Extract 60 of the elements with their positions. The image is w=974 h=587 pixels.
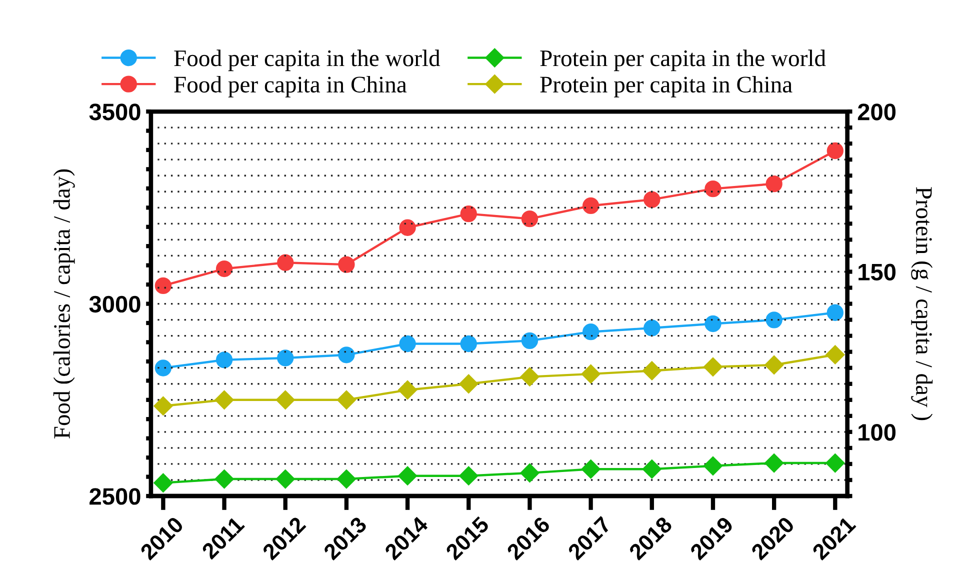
point [764, 355, 784, 375]
legend-label: Food per capita in the world [174, 50, 440, 72]
point [154, 473, 173, 492]
point [460, 335, 477, 352]
legend-label: Food per capita in China [174, 76, 407, 98]
point [581, 460, 600, 479]
point [766, 312, 782, 328]
legend-label: Protein per capita in the world [540, 50, 826, 72]
point [582, 324, 600, 340]
point [214, 470, 234, 489]
point [398, 380, 418, 400]
y-tick-label: 3500 [89, 104, 140, 120]
point [154, 396, 173, 416]
point [582, 197, 600, 214]
point [642, 361, 662, 380]
point [214, 390, 234, 410]
legend-label: Protein per capita in China [540, 76, 792, 98]
point [704, 180, 722, 198]
point [826, 453, 845, 473]
point [459, 374, 478, 394]
point [336, 390, 356, 410]
point [764, 453, 784, 473]
y2-tick-label: 150 [858, 264, 896, 281]
point [398, 466, 418, 486]
point [703, 357, 723, 376]
y2-tick-label: 200 [858, 104, 896, 120]
point [460, 205, 477, 222]
point [459, 466, 478, 486]
point [154, 277, 172, 294]
point [336, 470, 356, 489]
point [154, 360, 172, 376]
point [216, 352, 233, 368]
point [520, 367, 540, 386]
point [276, 470, 295, 489]
point [399, 219, 416, 236]
y-tick-label: 3000 [89, 296, 140, 313]
point [644, 320, 660, 336]
point [826, 345, 845, 364]
point [520, 463, 540, 482]
y-axis-title: Food (calories / capita / day) [53, 169, 75, 438]
point [581, 364, 600, 384]
point [338, 256, 355, 273]
point [826, 304, 844, 321]
y2-tick-label: 100 [858, 424, 896, 441]
point [521, 332, 538, 350]
point [277, 254, 294, 271]
point [216, 260, 233, 278]
point [276, 390, 295, 410]
point [644, 191, 660, 208]
point [826, 142, 844, 160]
point [338, 346, 355, 364]
point [766, 175, 782, 192]
point [642, 460, 662, 479]
point [521, 210, 538, 228]
point [704, 315, 722, 332]
point [277, 350, 294, 366]
point [399, 335, 416, 352]
point [703, 456, 723, 476]
y-tick-label: 2500 [90, 488, 140, 505]
y2-axis-title: Protein (g / capita / day ) [911, 187, 933, 420]
